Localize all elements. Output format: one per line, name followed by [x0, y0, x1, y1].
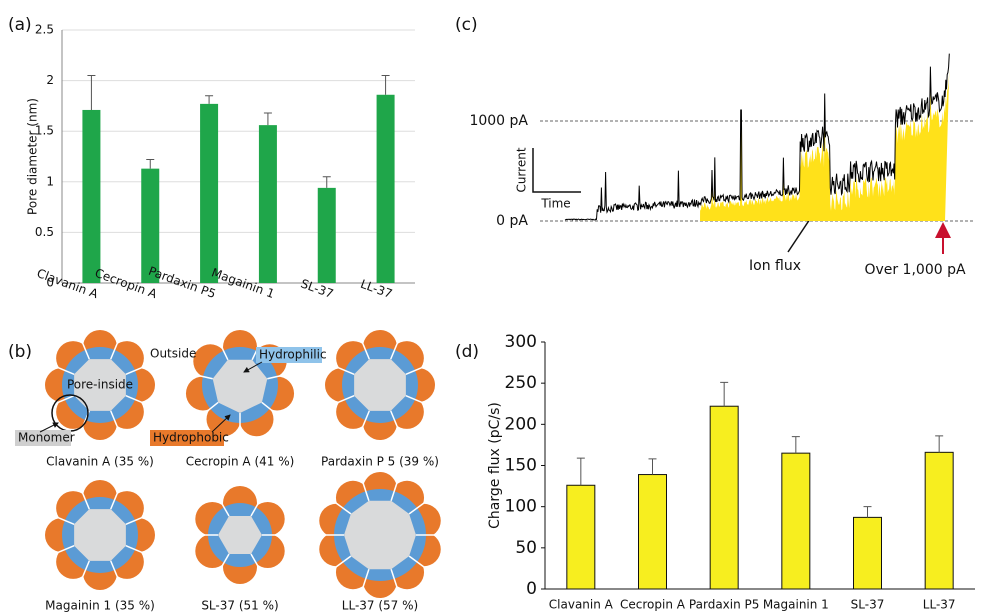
pore [354, 359, 406, 411]
figure: (b) Clavanin A (35 %) Cecropin A (41 %) Pa… [0, 0, 983, 613]
y-tick-label: 2 [46, 73, 54, 87]
error-bar [323, 177, 331, 188]
error-bar [382, 76, 390, 95]
bar [710, 406, 738, 589]
annotation: Hydrophobic [153, 431, 229, 445]
x-tick-label: SL-37 [851, 598, 885, 612]
error-bar [205, 96, 213, 104]
annotation: Hydrophilic [259, 348, 327, 362]
ring-caption: SL-37 (51 %) [201, 599, 278, 613]
y-axis-label: Charge flux (pC/s) [487, 402, 503, 529]
y-tick-label: 0 [526, 579, 537, 599]
annotation: Pore-inside [67, 378, 133, 392]
bar [782, 453, 810, 589]
error-bar [864, 507, 872, 518]
y-tick-label: 50 [515, 538, 537, 558]
scale-bar [533, 148, 581, 192]
y-tick-label: 1.5 [35, 124, 54, 138]
y-tick-label: 150 [505, 456, 537, 476]
bar [318, 188, 336, 283]
bar [925, 452, 953, 589]
bar [377, 95, 395, 283]
y-tick-label: 100 [505, 497, 537, 517]
x-tick-label: Cecropin A [620, 598, 686, 612]
y-tick-label: 2.5 [35, 23, 54, 37]
pore [344, 501, 416, 569]
panel-c: (c) 1000 pA 0 pA Current Time Ion flux O… [455, 15, 975, 278]
bar [567, 485, 595, 589]
scale-label: Current [515, 147, 529, 192]
level-label: 1000 pA [469, 113, 528, 129]
panel-b: (b) Clavanin A (35 %) Cecropin A (41 %) Pa… [8, 330, 441, 613]
bar [639, 475, 667, 589]
panel-label: (c) [455, 15, 478, 35]
annotation: Over 1,000 pA [864, 262, 966, 278]
y-tick-label: 200 [505, 414, 537, 434]
scale-label: Time [540, 197, 570, 211]
level-label: 0 pA [496, 213, 528, 229]
error-bar [264, 113, 272, 125]
ring-caption: Pardaxin P 5 (39 %) [321, 455, 439, 469]
error-bar [577, 458, 585, 485]
bar [259, 125, 277, 283]
x-tick-label: Pardaxin P5 [689, 598, 759, 612]
panel-label: (d) [455, 342, 479, 362]
error-bar [649, 459, 657, 475]
x-tick-label: LL-37 [923, 598, 956, 612]
error-bar [935, 436, 943, 452]
x-tick-label: Clavanin A [549, 598, 614, 612]
annotation: Outside [150, 347, 196, 361]
bar [82, 110, 100, 283]
annotation: Monomer [18, 431, 75, 445]
bar [200, 104, 218, 283]
error-bar [146, 160, 154, 169]
y-tick-label: 1 [46, 174, 54, 188]
x-tick-label: Magainin 1 [763, 598, 829, 612]
ring-caption: Clavanin A (35 %) [46, 455, 154, 469]
panel-label: (a) [8, 15, 32, 35]
annotation: Ion flux [749, 258, 801, 274]
y-tick-label: 300 [505, 332, 537, 352]
y-tick-label: 0.5 [35, 225, 54, 239]
error-bar [720, 382, 728, 406]
panel-label: (b) [8, 342, 32, 362]
flux-area [700, 70, 949, 221]
ring-caption: LL-37 (57 %) [342, 599, 418, 613]
error-bar [792, 437, 800, 453]
ring-caption: Cecropin A (41 %) [186, 455, 295, 469]
y-tick-label: 250 [505, 373, 537, 393]
ring-caption: Magainin 1 (35 %) [45, 599, 155, 613]
y-axis-label: Pore diameter (nm) [26, 98, 40, 215]
bar [854, 517, 882, 589]
pore [74, 509, 126, 561]
